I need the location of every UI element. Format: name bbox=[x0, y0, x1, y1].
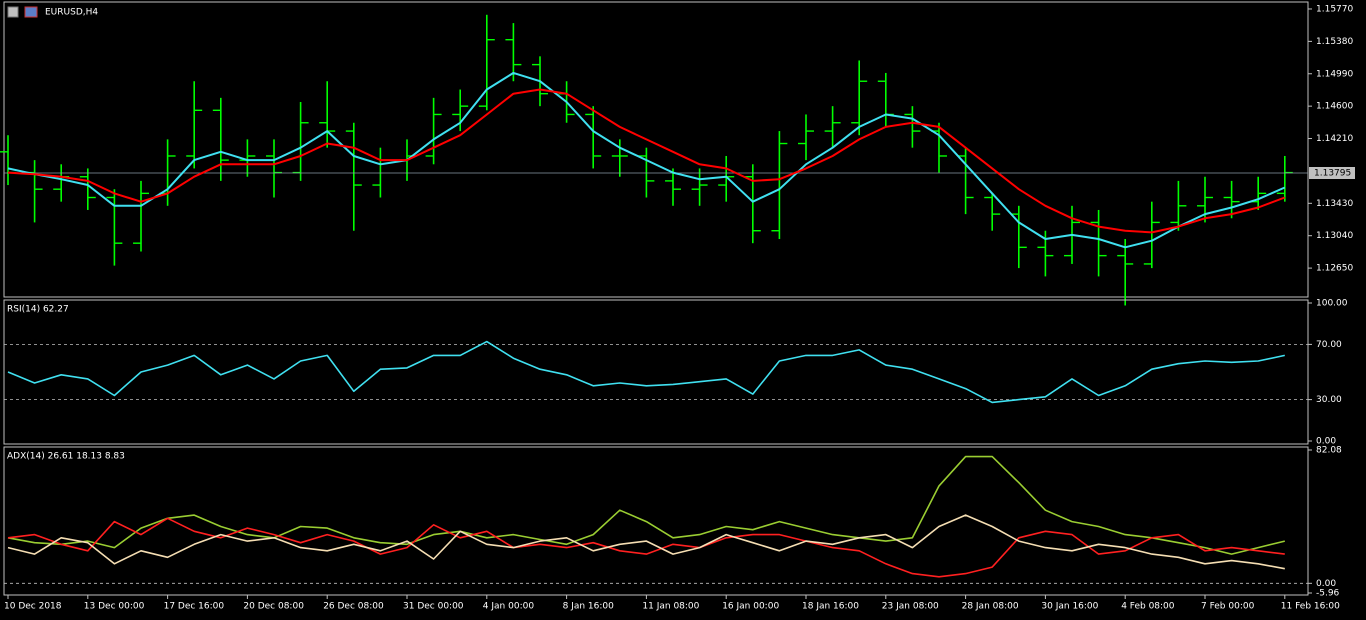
panel-title: EURUSD,H4 bbox=[45, 8, 98, 18]
y-tick-label: -5.96 bbox=[1316, 589, 1340, 599]
x-tick-label: 31 Dec 00:00 bbox=[403, 602, 464, 612]
x-tick-label: 17 Dec 16:00 bbox=[164, 602, 225, 612]
series-line bbox=[7, 517, 1285, 578]
y-tick-label: 1.13040 bbox=[1316, 231, 1353, 241]
y-tick-label: 1.15770 bbox=[1316, 4, 1353, 14]
x-tick-label: 11 Feb 16:00 bbox=[1281, 602, 1340, 612]
x-tick-label: 7 Feb 00:00 bbox=[1201, 602, 1255, 612]
series-line bbox=[7, 88, 1286, 234]
y-tick-label: 1.15380 bbox=[1316, 37, 1353, 47]
y-tick-label: 100.00 bbox=[1316, 299, 1348, 309]
y-tick-label: 82.08 bbox=[1316, 446, 1342, 456]
panel-frame bbox=[3, 299, 1309, 445]
y-tick-label: 1.14990 bbox=[1316, 69, 1353, 79]
y-tick-label: 30.00 bbox=[1316, 395, 1342, 405]
x-tick-label: 11 Jan 08:00 bbox=[642, 602, 699, 612]
panel-title: ADX(14) 26.61 18.13 8.83 bbox=[7, 452, 125, 462]
x-tick-label: 13 Dec 00:00 bbox=[84, 602, 145, 612]
x-tick-label: 20 Dec 08:00 bbox=[243, 602, 304, 612]
x-tick-label: 30 Jan 16:00 bbox=[1041, 602, 1098, 612]
x-tick-label: 23 Jan 08:00 bbox=[882, 602, 939, 612]
x-tick-label: 10 Dec 2018 bbox=[4, 602, 62, 612]
bars bbox=[0, 14, 1293, 306]
panel-frame bbox=[3, 1, 1309, 298]
x-tick-label: 26 Dec 08:00 bbox=[323, 602, 384, 612]
x-tick-label: 18 Jan 16:00 bbox=[802, 602, 859, 612]
series-line bbox=[7, 71, 1286, 249]
y-tick-label: 0.00 bbox=[1316, 579, 1336, 589]
y-tick-label: 0.00 bbox=[1316, 437, 1336, 447]
current-price-label: 1.13795 bbox=[1314, 169, 1351, 179]
series-line bbox=[7, 514, 1285, 570]
x-tick-label: 4 Jan 00:00 bbox=[483, 602, 535, 612]
panel-frame bbox=[3, 446, 1309, 596]
y-tick-label: 1.14210 bbox=[1316, 134, 1353, 144]
flag-icon bbox=[24, 6, 38, 18]
series-line bbox=[7, 455, 1285, 555]
icon bbox=[7, 6, 19, 18]
y-tick-label: 70.00 bbox=[1316, 340, 1342, 350]
x-tick-label: 28 Jan 08:00 bbox=[962, 602, 1019, 612]
x-tick-label: 16 Jan 00:00 bbox=[722, 602, 779, 612]
series-line bbox=[7, 340, 1285, 404]
panel-title: RSI(14) 62.27 bbox=[7, 305, 69, 315]
y-tick-label: 1.12650 bbox=[1316, 264, 1353, 274]
x-tick-label: 4 Feb 08:00 bbox=[1121, 602, 1175, 612]
y-tick-label: 1.13430 bbox=[1316, 199, 1353, 209]
x-tick-label: 8 Jan 16:00 bbox=[563, 602, 615, 612]
current-price-box bbox=[1309, 167, 1355, 180]
y-tick-label: 1.14600 bbox=[1316, 102, 1353, 112]
